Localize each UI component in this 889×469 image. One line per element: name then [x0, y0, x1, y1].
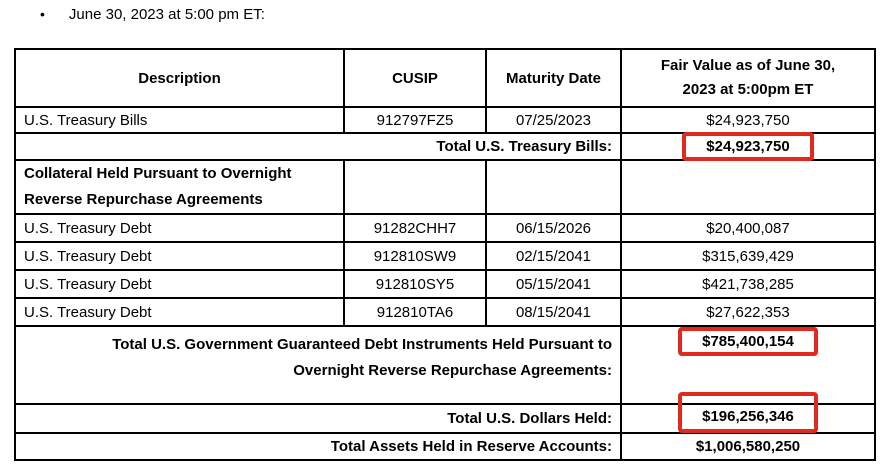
gov-debt-total-label-line2: Overnight Reverse Repurchase Agreements: — [293, 362, 612, 379]
debt-description: U.S. Treasury Debt — [14, 297, 345, 327]
debt-fair-value: $421,738,285 — [620, 269, 876, 299]
bullet-text: June 30, 2023 at 5:00 pm ET: — [68, 6, 265, 23]
debt-description: U.S. Treasury Debt — [14, 241, 345, 271]
table-header-row: Description CUSIP Maturity Date Fair Val… — [14, 48, 876, 108]
collateral-section-row: Collateral Held Pursuant to Overnight Re… — [14, 159, 876, 215]
col-header-fair-value: Fair Value as of June 30, 2023 at 5:00pm… — [620, 48, 876, 108]
collateral-title-line2: Reverse Repurchase Agreements — [24, 191, 263, 208]
debt-maturity: 02/15/2041 — [485, 241, 622, 271]
debt-maturity: 08/15/2041 — [485, 297, 622, 327]
col-header-maturity-date: Maturity Date — [485, 48, 622, 108]
assets-total-value: $1,006,580,250 — [620, 432, 876, 461]
treasury-bills-description: U.S. Treasury Bills — [14, 106, 345, 134]
treasury-bills-row: U.S. Treasury Bills 912797FZ5 07/25/2023… — [14, 106, 876, 134]
debt-maturity: 06/15/2026 — [485, 213, 622, 243]
highlight-box-dollars-total: $196,256,346 — [678, 392, 818, 433]
dollars-total-value-cell: $196,256,346 — [620, 392, 876, 434]
treasury-bills-maturity: 07/25/2023 — [485, 106, 622, 134]
debt-cusip: 912810SY5 — [343, 269, 487, 299]
treasury-debt-row-4: U.S. Treasury Debt 912810TA6 08/15/2041 … — [14, 297, 876, 327]
treasury-bills-cusip: 912797FZ5 — [343, 106, 487, 134]
debt-cusip: 912810TA6 — [343, 297, 487, 327]
fair-value-header-line2: 2023 at 5:00pm ET — [682, 81, 814, 98]
treasury-bills-fair-value: $24,923,750 — [620, 106, 876, 134]
dollars-total-label: Total U.S. Dollars Held: — [14, 403, 622, 434]
debt-maturity: 05/15/2041 — [485, 269, 622, 299]
collateral-empty-fair-value — [620, 159, 876, 215]
collateral-empty-cusip — [343, 159, 487, 215]
treasury-debt-row-2: U.S. Treasury Debt 912810SW9 02/15/2041 … — [14, 241, 876, 271]
gov-debt-total-row: Total U.S. Government Guaranteed Debt In… — [14, 325, 876, 405]
collateral-section-title: Collateral Held Pursuant to Overnight Re… — [14, 159, 345, 215]
debt-fair-value: $315,639,429 — [620, 241, 876, 271]
highlight-box-gov-debt-total: $785,400,154 — [678, 327, 818, 356]
treasury-bills-total-label: Total U.S. Treasury Bills: — [14, 132, 622, 161]
treasury-bills-total-row: Total U.S. Treasury Bills: $24,923,750 — [14, 132, 876, 161]
collateral-title-line1: Collateral Held Pursuant to Overnight — [24, 165, 292, 182]
col-header-cusip: CUSIP — [343, 48, 487, 108]
gov-debt-total-label-line1: Total U.S. Government Guaranteed Debt In… — [112, 336, 612, 353]
treasury-debt-row-3: U.S. Treasury Debt 912810SY5 05/15/2041 … — [14, 269, 876, 299]
debt-cusip: 91282CHH7 — [343, 213, 487, 243]
debt-description: U.S. Treasury Debt — [14, 269, 345, 299]
highlight-box-treasury-bills-total: $24,923,750 — [682, 132, 814, 161]
gov-debt-total-value-cell: $785,400,154 — [620, 325, 876, 405]
fair-value-header-line1: Fair Value as of June 30, — [660, 57, 836, 74]
dollars-total-row: Total U.S. Dollars Held: $196,256,346 — [14, 392, 876, 434]
collateral-empty-maturity — [485, 159, 622, 215]
bullet-line: • June 30, 2023 at 5:00 pm ET: — [40, 6, 265, 23]
debt-cusip: 912810SW9 — [343, 241, 487, 271]
assets-total-row: Total Assets Held in Reserve Accounts: $… — [14, 432, 876, 461]
treasury-bills-total-value-cell: $24,923,750 — [620, 132, 876, 161]
bullet-icon: • — [40, 6, 45, 22]
assets-total-label: Total Assets Held in Reserve Accounts: — [14, 432, 622, 461]
debt-description: U.S. Treasury Debt — [14, 213, 345, 243]
reserve-assets-table: Description CUSIP Maturity Date Fair Val… — [14, 48, 876, 461]
gov-debt-total-label: Total U.S. Government Guaranteed Debt In… — [14, 325, 622, 405]
col-header-description: Description — [14, 48, 345, 108]
treasury-debt-row-1: U.S. Treasury Debt 91282CHH7 06/15/2026 … — [14, 213, 876, 243]
debt-fair-value: $27,622,353 — [620, 297, 876, 327]
debt-fair-value: $20,400,087 — [620, 213, 876, 243]
